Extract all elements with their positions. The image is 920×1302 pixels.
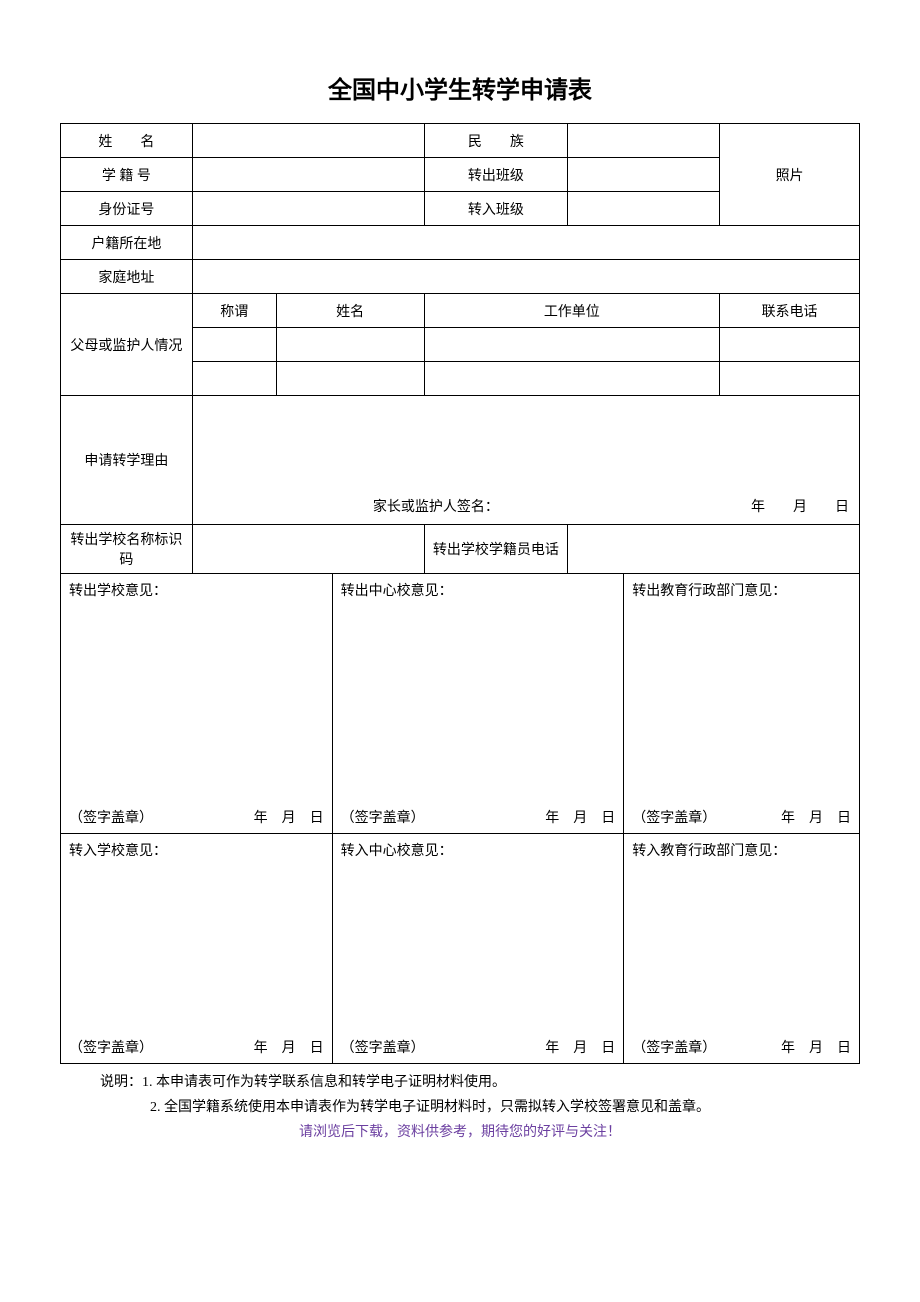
g1-workplace (424, 328, 720, 362)
value-out-school-code (192, 525, 424, 574)
label-home-addr: 家庭地址 (61, 260, 193, 294)
photo-cell: 照片 (720, 124, 860, 226)
label-workplace: 工作单位 (424, 294, 720, 328)
in-school-opinion: 转入学校意见： （签字盖章）年 月 日 (61, 834, 333, 1064)
g2-relation (192, 362, 276, 396)
label-student-id: 学 籍 号 (61, 158, 193, 192)
label-out-school-code: 转出学校名称标识码 (61, 525, 193, 574)
guardian-sign-label: 家长或监护人签名： (373, 496, 499, 516)
g2-name (276, 362, 424, 396)
value-household (192, 226, 859, 260)
in-center-opinion: 转入中心校意见： （签字盖章）年 月 日 (332, 834, 624, 1064)
note-line-2: 2. 全国学籍系统使用本申请表作为转学电子证明材料时，只需拟转入学校签署意见和盖… (60, 1095, 860, 1120)
value-student-id (192, 158, 424, 192)
footer-message: 请浏览后下载，资料供参考，期待您的好评与关注！ (60, 1120, 860, 1145)
out-school-opinion: 转出学校意见： （签字盖章）年 月 日 (61, 574, 333, 834)
label-in-class: 转入班级 (424, 192, 568, 226)
row-in-opinions: 转入学校意见： （签字盖章）年 月 日 转入中心校意见： （签字盖章）年 月 日… (61, 834, 860, 1064)
in-admin-opinion: 转入教育行政部门意见： （签字盖章）年 月 日 (624, 834, 860, 1064)
reason-date: 年 月 日 (751, 496, 849, 516)
g1-relation (192, 328, 276, 362)
label-reason: 申请转学理由 (61, 396, 193, 525)
value-id-card (192, 192, 424, 226)
label-relation: 称谓 (192, 294, 276, 328)
application-form-table: 姓 名 民 族 照片 学 籍 号 转出班级 身份证号 转入班级 户籍所在地 家庭… (60, 123, 860, 1064)
label-id-card: 身份证号 (61, 192, 193, 226)
value-home-addr (192, 260, 859, 294)
label-phone: 联系电话 (720, 294, 860, 328)
note-line-1: 说明：1. 本申请表可作为转学联系信息和转学电子证明材料使用。 (60, 1070, 860, 1095)
label-out-class: 转出班级 (424, 158, 568, 192)
out-center-opinion: 转出中心校意见： （签字盖章）年 月 日 (332, 574, 624, 834)
row-out-school-code: 转出学校名称标识码 转出学校学籍员电话 (61, 525, 860, 574)
value-name (192, 124, 424, 158)
page-title: 全国中小学生转学申请表 (60, 70, 860, 105)
row-reason: 申请转学理由 家长或监护人签名： 年 月 日 (61, 396, 860, 525)
row-name: 姓 名 民 族 照片 (61, 124, 860, 158)
out-admin-opinion: 转出教育行政部门意见： （签字盖章）年 月 日 (624, 574, 860, 834)
row-household: 户籍所在地 (61, 226, 860, 260)
value-out-school-phone (568, 525, 860, 574)
g2-phone (720, 362, 860, 396)
g1-name (276, 328, 424, 362)
label-name: 姓 名 (61, 124, 193, 158)
label-gname: 姓名 (276, 294, 424, 328)
label-nation: 民 族 (424, 124, 568, 158)
label-guardian-info: 父母或监护人情况 (61, 294, 193, 396)
label-household: 户籍所在地 (61, 226, 193, 260)
reason-content: 家长或监护人签名： 年 月 日 (192, 396, 859, 525)
label-out-school-phone: 转出学校学籍员电话 (424, 525, 568, 574)
row-guardian-header: 父母或监护人情况 称谓 姓名 工作单位 联系电话 (61, 294, 860, 328)
row-home-addr: 家庭地址 (61, 260, 860, 294)
value-in-class (568, 192, 720, 226)
value-out-class (568, 158, 720, 192)
g1-phone (720, 328, 860, 362)
g2-workplace (424, 362, 720, 396)
value-nation (568, 124, 720, 158)
row-out-opinions: 转出学校意见： （签字盖章）年 月 日 转出中心校意见： （签字盖章）年 月 日… (61, 574, 860, 834)
